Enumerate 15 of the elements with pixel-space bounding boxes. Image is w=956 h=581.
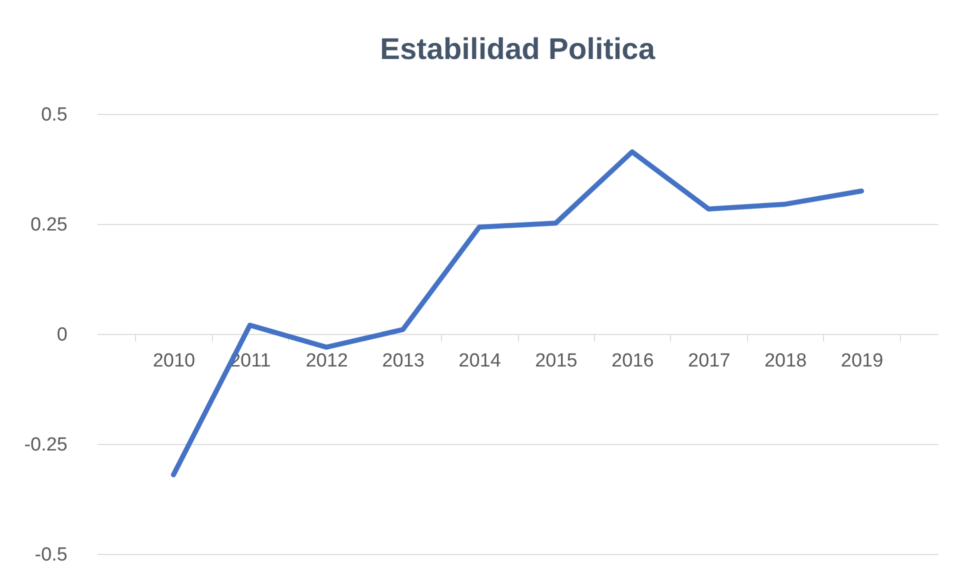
chart-title: Estabilidad Politica: [380, 33, 656, 66]
x-tick-label: 2010: [152, 350, 196, 372]
x-tick-label: 2014: [458, 350, 502, 372]
y-tick-label: 0.5: [41, 104, 68, 126]
x-tick-label: 2017: [688, 350, 730, 372]
x-tick-label: 2018: [764, 350, 807, 372]
y-tick-label: -0.25: [24, 434, 68, 456]
x-tick-label: 2013: [382, 350, 424, 372]
y-tick-label: -0.5: [34, 544, 68, 566]
y-tick-label: 0: [56, 324, 68, 346]
y-tick-label: 0.25: [30, 214, 68, 236]
x-tick-label: 2016: [612, 350, 654, 372]
x-tick-label: 2012: [306, 350, 348, 372]
x-tick-label: 2019: [840, 350, 884, 372]
x-tick-label: 2015: [535, 350, 578, 372]
